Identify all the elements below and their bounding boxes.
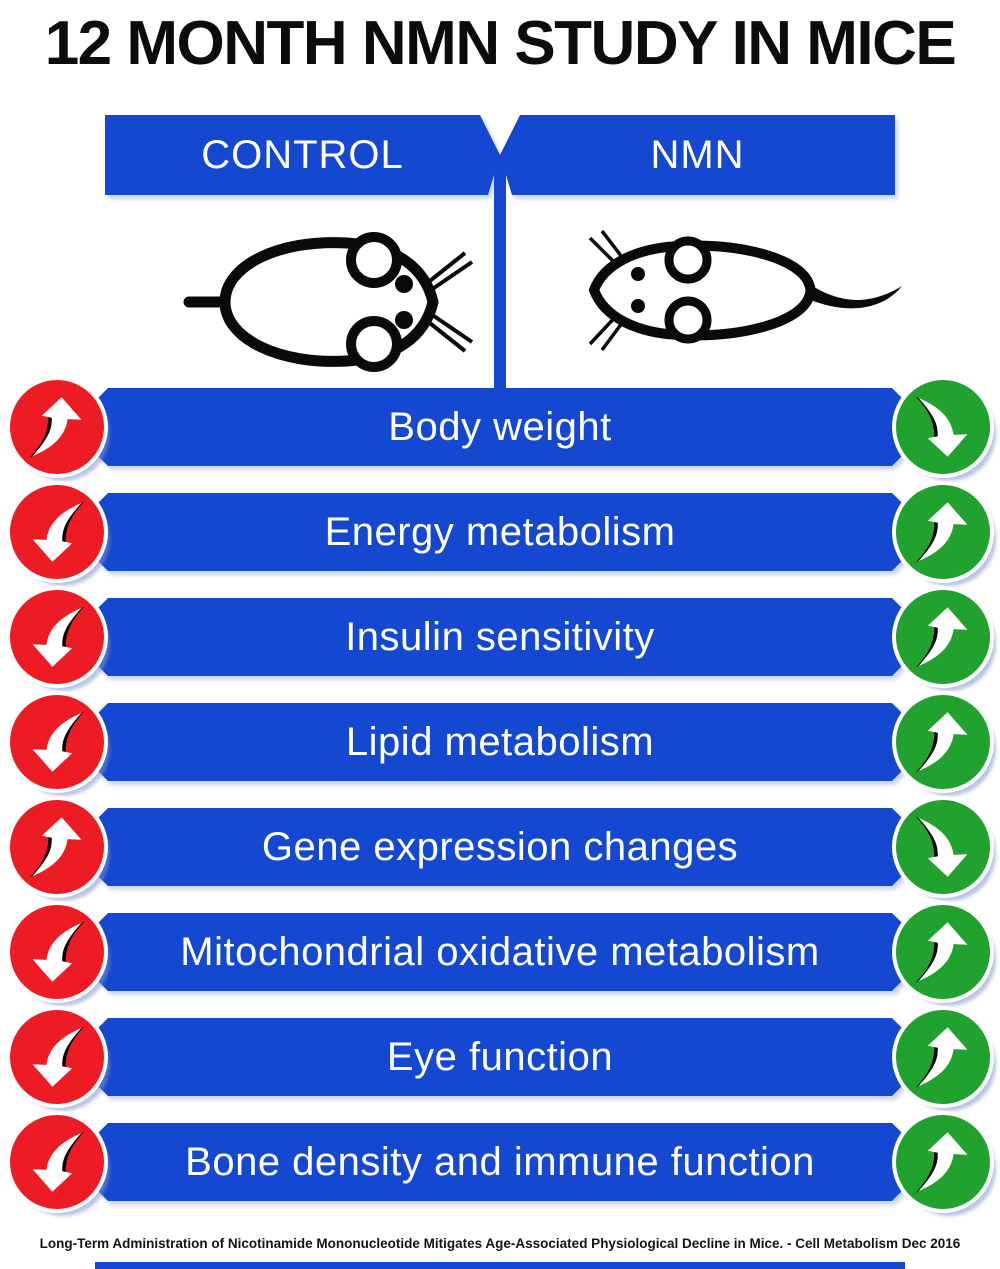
- slim-mouse-icon: [588, 229, 902, 352]
- nmn-arrow-down: [896, 800, 990, 894]
- nmn-arrow-up: [896, 1115, 990, 1209]
- curved-arrow-icon: [910, 1129, 976, 1195]
- curved-arrow-icon: [910, 1024, 976, 1090]
- result-label: Bone density and immune function: [185, 1139, 815, 1184]
- nmn-column-header: NMN: [500, 115, 895, 195]
- curved-arrow-icon: [910, 499, 976, 565]
- result-bar-wrap: Insulin sensitivity: [95, 598, 905, 676]
- result-bar: Bone density and immune function: [95, 1123, 905, 1201]
- curved-arrow-icon: [24, 499, 90, 565]
- control-arrow-down: [10, 905, 104, 999]
- result-label: Body weight: [388, 404, 612, 449]
- curved-arrow-icon: [24, 1024, 90, 1090]
- result-bar-wrap: Lipid metabolism: [95, 703, 905, 781]
- curved-arrow-icon: [910, 814, 976, 880]
- curved-arrow-icon: [24, 814, 90, 880]
- curved-arrow-icon: [910, 604, 976, 670]
- result-row: Eye function: [0, 1010, 1000, 1104]
- page-title: 12 MONTH NMN STUDY IN MICE: [44, 9, 957, 78]
- bottom-accent-strip: [95, 1262, 905, 1269]
- result-bar: Lipid metabolism: [95, 703, 905, 781]
- nmn-arrow-up: [896, 485, 990, 579]
- result-row: Energy metabolism: [0, 485, 1000, 579]
- curved-arrow-icon: [24, 394, 90, 460]
- curved-arrow-icon: [24, 1129, 90, 1195]
- result-label: Lipid metabolism: [345, 719, 655, 764]
- result-bar: Body weight: [95, 388, 905, 466]
- nmn-arrow-up: [896, 905, 990, 999]
- result-bar: Insulin sensitivity: [95, 598, 905, 676]
- result-row: Insulin sensitivity: [0, 590, 1000, 684]
- control-arrow-down: [10, 485, 104, 579]
- result-bar: Energy metabolism: [95, 493, 905, 571]
- nmn-header-bar: NMN: [500, 115, 895, 195]
- curved-arrow-icon: [910, 919, 976, 985]
- result-bar-wrap: Mitochondrial oxidative metabolism: [95, 913, 905, 991]
- fat-mouse-icon: [183, 232, 474, 372]
- result-bar-wrap: Bone density and immune function: [95, 1123, 905, 1201]
- result-label: Mitochondrial oxidative metabolism: [180, 929, 820, 974]
- center-divider-line: [494, 155, 506, 391]
- control-header-label: CONTROL: [201, 132, 404, 177]
- result-row: Lipid metabolism: [0, 695, 1000, 789]
- nmn-arrow-up: [896, 695, 990, 789]
- citation-text: Long-Term Administration of Nicotinamide…: [39, 1236, 961, 1251]
- control-arrow-down: [10, 1010, 104, 1104]
- result-label: Insulin sensitivity: [345, 614, 655, 659]
- result-bar: Gene expression changes: [95, 808, 905, 886]
- results-list: Body weight Energy metabolism Insulin se…: [0, 380, 1000, 1209]
- control-arrow-down: [10, 695, 104, 789]
- result-label: Gene expression changes: [261, 824, 739, 869]
- result-bar-wrap: Gene expression changes: [95, 808, 905, 886]
- result-bar-wrap: Energy metabolism: [95, 493, 905, 571]
- curved-arrow-icon: [24, 709, 90, 775]
- curved-arrow-icon: [910, 394, 976, 460]
- control-column-header: CONTROL: [105, 115, 500, 195]
- result-row: Body weight: [0, 380, 1000, 474]
- result-row: Gene expression changes: [0, 800, 1000, 894]
- control-arrow-up: [10, 800, 104, 894]
- control-arrow-down: [10, 590, 104, 684]
- result-row: Mitochondrial oxidative metabolism: [0, 905, 1000, 999]
- result-row: Bone density and immune function: [0, 1115, 1000, 1209]
- nmn-arrow-up: [896, 590, 990, 684]
- curved-arrow-icon: [910, 709, 976, 775]
- curved-arrow-icon: [24, 604, 90, 670]
- result-bar: Mitochondrial oxidative metabolism: [95, 913, 905, 991]
- nmn-arrow-down: [896, 380, 990, 474]
- control-arrow-down: [10, 1115, 104, 1209]
- result-bar-wrap: Body weight: [95, 388, 905, 466]
- result-bar-wrap: Eye function: [95, 1018, 905, 1096]
- control-header-bar: CONTROL: [105, 115, 500, 195]
- nmn-header-label: NMN: [650, 132, 745, 177]
- nmn-arrow-up: [896, 1010, 990, 1104]
- result-bar: Eye function: [95, 1018, 905, 1096]
- control-arrow-up: [10, 380, 104, 474]
- result-label: Eye function: [386, 1034, 614, 1079]
- result-label: Energy metabolism: [324, 509, 676, 554]
- curved-arrow-icon: [24, 919, 90, 985]
